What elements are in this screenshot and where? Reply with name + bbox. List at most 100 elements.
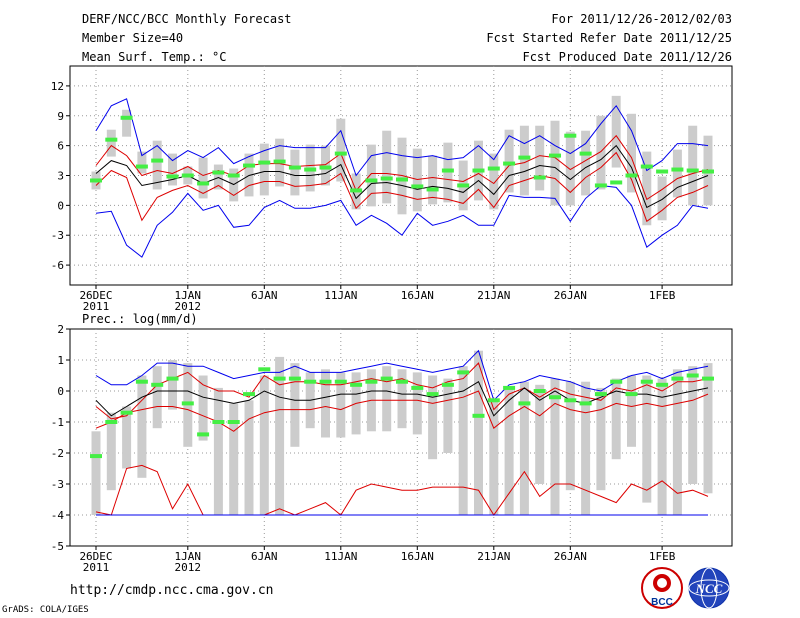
prec-frame (69, 328, 733, 547)
forecast-range: For 2011/12/26-2012/02/03 (551, 12, 732, 26)
prec-box (581, 381, 591, 515)
prec-green-mark (380, 376, 393, 381)
temp-box (550, 120, 560, 206)
temp-xtick-label: 1JAN (175, 289, 202, 302)
prec-box (443, 378, 453, 453)
temp-green-mark (549, 153, 561, 158)
prec-box (275, 356, 285, 515)
prec-green-mark (533, 389, 546, 393)
prec-green-mark (518, 401, 531, 406)
temp-ytick-label: -3 (51, 229, 64, 242)
prec-green-mark (166, 376, 179, 381)
prec-green-mark (503, 385, 516, 390)
prec-green-mark (334, 379, 347, 384)
prec-green-mark (273, 376, 286, 381)
temp-green-mark (273, 159, 286, 164)
temp-green-mark (227, 173, 240, 178)
prec-green-mark (426, 392, 439, 397)
prec-box (229, 403, 239, 515)
temp-green-mark (334, 151, 347, 156)
temp-green-mark (90, 178, 102, 183)
temp-box (504, 129, 514, 193)
temp-green-mark (212, 170, 225, 175)
temp-box (565, 131, 575, 206)
prec-ytick-label: 2 (57, 323, 64, 336)
prec-xtick-sublabel: 2011 (83, 561, 110, 574)
temp-green-mark (487, 166, 500, 171)
prec-series-lower (95, 390, 709, 432)
prec-box (259, 375, 269, 515)
prec-green-mark (151, 382, 164, 387)
bcc-logo-text: BCC (651, 597, 673, 608)
prec-green-mark (212, 420, 225, 424)
member-size: Member Size=40 (82, 31, 184, 45)
ncc-logo-icon: NCC (688, 567, 730, 609)
prec-box (672, 369, 682, 515)
temp-xtick-label: 26DEC (79, 289, 112, 302)
prec-green-mark (441, 382, 454, 387)
prec-green-mark (288, 376, 301, 381)
temp-green-mark (564, 133, 577, 138)
prec-green-mark (625, 392, 638, 397)
temp-green-mark (120, 115, 133, 120)
prec-xtick-label: 1FEB (649, 550, 676, 563)
temp-green-mark (656, 169, 669, 174)
temp-green-mark (671, 167, 684, 172)
temp-green-mark (702, 169, 714, 174)
temp-box (259, 143, 269, 196)
prec-green-mark (365, 379, 378, 384)
prec-box (565, 381, 575, 491)
prec-green-mark (564, 398, 577, 403)
prec-box (688, 366, 698, 484)
temp-green-mark (396, 177, 408, 182)
temp-xtick-label: 6JAN (251, 289, 278, 302)
prec-box (642, 375, 652, 503)
temp-green-mark (426, 187, 439, 192)
temp-box (168, 153, 177, 186)
prec-box (321, 369, 330, 438)
temp-green-mark (105, 137, 118, 142)
prec-series-upper (95, 362, 709, 420)
temp-green-mark (640, 164, 653, 169)
prec-panel-title: Prec.: log(mm/d) (82, 312, 198, 326)
temp-ytick-label: 9 (57, 110, 64, 123)
prec-ytick-label: -4 (51, 509, 65, 522)
temp-box (489, 153, 499, 210)
temp-box (672, 149, 682, 198)
temp-green-mark (380, 176, 393, 181)
temp-box (198, 157, 208, 199)
temp-box (366, 144, 376, 207)
prec-green-mark (549, 395, 561, 400)
temp-ytick-label: 3 (57, 170, 64, 183)
footer-url[interactable]: http://cmdp.ncc.cma.gov.cn (70, 583, 274, 598)
prec-box (474, 350, 483, 515)
prec-box (504, 387, 514, 515)
prec-green-mark (656, 382, 669, 387)
prec-box (290, 363, 300, 447)
produced-date: Fcst Produced Date 2011/12/26 (522, 50, 732, 64)
temp-green-mark (610, 180, 623, 185)
prec-green-mark (396, 379, 408, 384)
temp-green-mark (135, 164, 148, 169)
temp-green-mark (197, 181, 210, 186)
temp-green-mark (411, 184, 424, 189)
temp-box (382, 130, 392, 204)
prec-green-mark (594, 392, 607, 397)
variable-label: Mean Surf. Temp.: °C (82, 50, 227, 64)
prec-ytick-label: 1 (57, 354, 64, 367)
prec-box (458, 366, 468, 515)
temp-xtick-label: 21JAN (477, 289, 510, 302)
temp-box (152, 140, 162, 190)
temp-box (137, 151, 147, 174)
prec-box (550, 378, 560, 515)
temp-green-mark (319, 165, 332, 170)
temp-green-mark (625, 173, 638, 178)
prec-box (198, 375, 208, 441)
prec-series-min2 (95, 464, 709, 516)
prec-box (168, 360, 177, 410)
prec-green-mark (487, 398, 500, 403)
prec-box (91, 431, 101, 515)
prec-box (611, 378, 621, 460)
